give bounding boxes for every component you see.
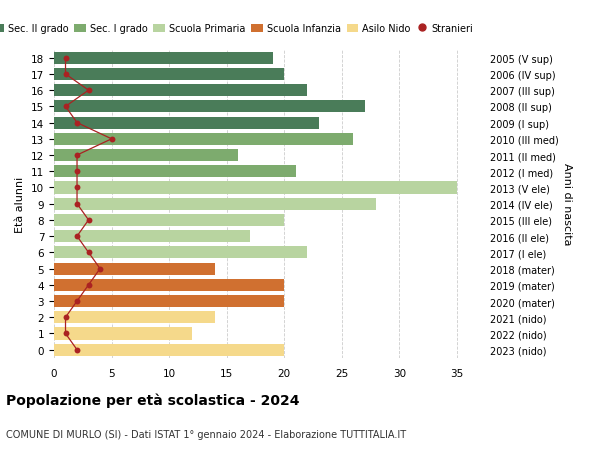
Point <box>72 185 82 192</box>
Point <box>61 330 70 337</box>
Point <box>84 249 94 257</box>
Bar <box>54 214 284 226</box>
Point <box>72 168 82 175</box>
Bar <box>54 247 307 259</box>
Point <box>61 314 70 321</box>
Bar <box>54 230 250 243</box>
Text: Popolazione per età scolastica - 2024: Popolazione per età scolastica - 2024 <box>6 392 299 407</box>
Point <box>61 71 70 78</box>
Point <box>72 346 82 353</box>
Bar <box>54 166 296 178</box>
Point <box>72 120 82 127</box>
Bar <box>54 312 215 324</box>
Bar <box>54 101 365 113</box>
Point <box>72 152 82 159</box>
Text: COMUNE DI MURLO (SI) - Dati ISTAT 1° gennaio 2024 - Elaborazione TUTTITALIA.IT: COMUNE DI MURLO (SI) - Dati ISTAT 1° gen… <box>6 429 406 439</box>
Bar <box>54 69 284 81</box>
Legend: Sec. II grado, Sec. I grado, Scuola Primaria, Scuola Infanzia, Asilo Nido, Stran: Sec. II grado, Sec. I grado, Scuola Prim… <box>0 20 478 38</box>
Bar <box>54 150 238 162</box>
Bar <box>54 52 273 65</box>
Bar <box>54 344 284 356</box>
Bar <box>54 85 307 97</box>
Point <box>61 55 70 62</box>
Bar <box>54 182 457 194</box>
Point <box>84 217 94 224</box>
Point <box>84 87 94 95</box>
Point <box>72 298 82 305</box>
Point <box>61 103 70 111</box>
Bar <box>54 117 319 129</box>
Point <box>95 265 105 273</box>
Bar <box>54 198 376 210</box>
Point <box>107 136 116 143</box>
Point <box>72 201 82 208</box>
Bar <box>54 134 353 146</box>
Bar <box>54 328 192 340</box>
Bar <box>54 263 215 275</box>
Bar <box>54 295 284 308</box>
Point <box>72 233 82 241</box>
Bar <box>54 279 284 291</box>
Y-axis label: Età alunni: Età alunni <box>16 176 25 232</box>
Point <box>84 281 94 289</box>
Y-axis label: Anni di nascita: Anni di nascita <box>562 163 572 246</box>
